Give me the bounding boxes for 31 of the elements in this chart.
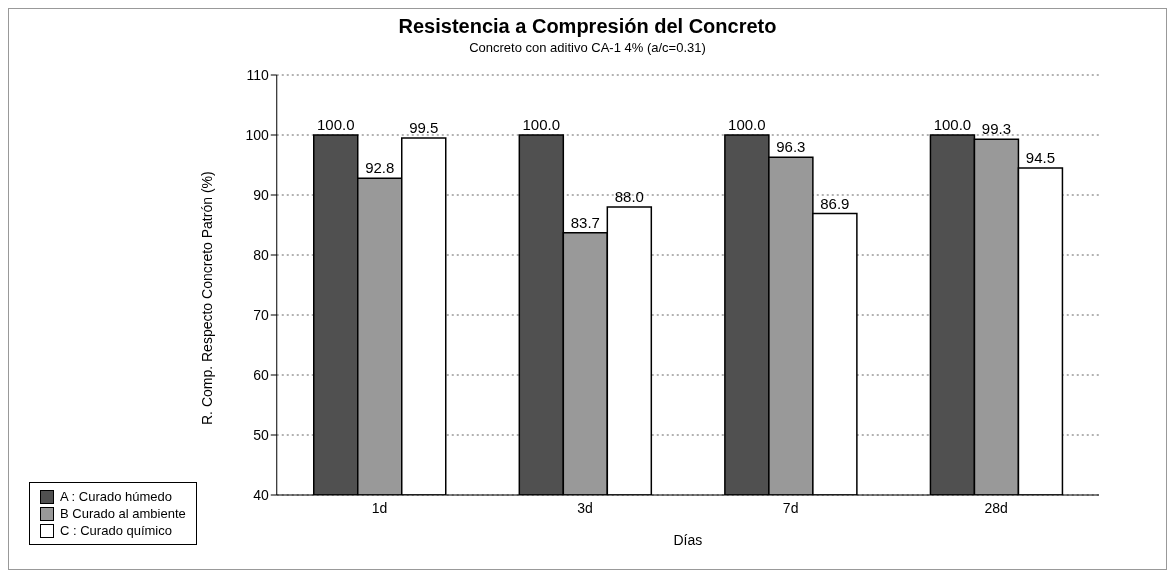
- data-label: 100.0: [316, 116, 355, 133]
- data-label: 92.8: [365, 159, 395, 177]
- x-axis-title: Días: [673, 532, 703, 548]
- y-tick-label: 70: [253, 306, 269, 323]
- y-tick-label: 80: [253, 246, 269, 263]
- data-label: 100.0: [933, 116, 972, 133]
- data-label: 96.3: [776, 138, 806, 156]
- data-label: 88.0: [614, 188, 644, 205]
- x-tick-label: 7d: [782, 499, 799, 516]
- data-label: 83.7: [570, 213, 600, 231]
- chart-title: Resistencia a Compresión del Concreto: [397, 15, 778, 38]
- y-axis-title: R. Comp. Respecto Concreto Patrón (%): [198, 171, 215, 425]
- y-tick-label: 40: [253, 486, 269, 503]
- data-label: 86.9: [820, 194, 850, 212]
- y-tick-label: 50: [253, 426, 269, 443]
- data-label: 100.0: [728, 116, 766, 133]
- legend-label: C : Curado químico: [60, 523, 172, 538]
- data-label: 99.5: [409, 119, 439, 136]
- y-tick-label: 100: [245, 126, 269, 143]
- y-tick-label: 110: [246, 66, 269, 83]
- legend-label: B Curado al ambiente: [60, 506, 186, 521]
- y-tick-label: 90: [253, 186, 269, 203]
- x-tick-label: 3d: [577, 499, 593, 516]
- y-tick-label: 60: [253, 366, 269, 383]
- data-label: 99.3: [981, 120, 1012, 138]
- legend-label: A : Curado húmedo: [60, 489, 173, 504]
- data-label: 94.5: [1025, 149, 1056, 166]
- x-tick-label: 1d: [371, 499, 388, 516]
- data-label: 100.0: [522, 116, 561, 133]
- chart-subtitle: Concreto con aditivo CA-1 4% (a/c=0.31): [468, 40, 707, 55]
- x-tick-label: 28d: [984, 499, 1008, 516]
